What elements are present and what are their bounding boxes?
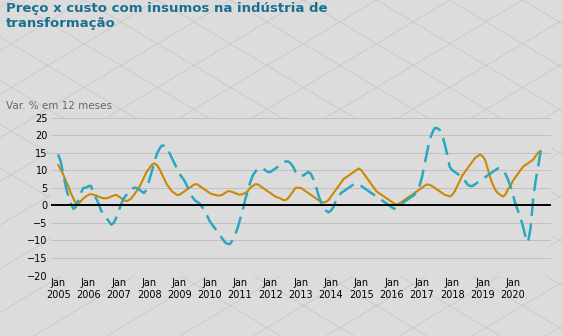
Text: Preço x custo com insumos na indústria de
transformação: Preço x custo com insumos na indústria d… bbox=[6, 2, 327, 30]
Text: Var. % em 12 meses: Var. % em 12 meses bbox=[6, 101, 112, 111]
